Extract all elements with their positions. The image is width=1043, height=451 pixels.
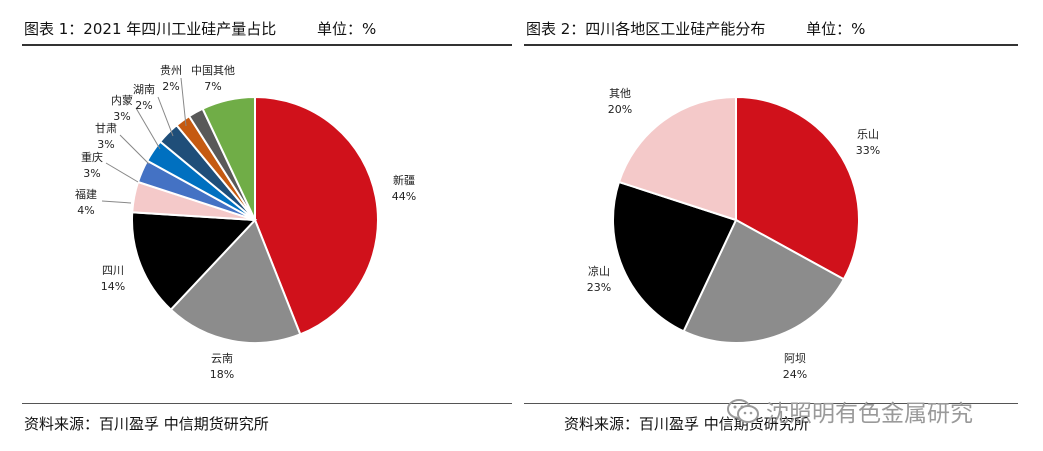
chart1-slice-1 xyxy=(169,218,302,344)
chart1-slice-value-1: 18% xyxy=(210,368,234,381)
chart1-slice-0 xyxy=(254,95,379,336)
chart1-slice-name-1: 云南 xyxy=(211,352,233,365)
chart1-slice-value-9: 7% xyxy=(204,80,221,93)
chart1-leader-line-6 xyxy=(135,107,161,150)
chart1-slice-2 xyxy=(131,211,258,312)
chart1-leader-line-8 xyxy=(180,77,187,127)
chart2-slice-3 xyxy=(617,95,737,222)
watermark: 沈照明有色金属研究 xyxy=(726,394,973,428)
chart2-top-rule xyxy=(524,44,1018,46)
chart2-unit: 单位：% xyxy=(806,20,866,38)
chart1-leader-line-3 xyxy=(101,200,132,204)
chart1-slice-value-6: 3% xyxy=(113,110,130,123)
chart2-slice-0 xyxy=(735,95,860,281)
chart2-pie: 乐山 33% 阿坝 24% 凉山 23% 其他 20% xyxy=(587,87,880,381)
chart1-leader-line-5 xyxy=(119,134,150,165)
chart1-slice-name-9: 中国其他 xyxy=(191,64,235,77)
chart1-slice-value-8: 2% xyxy=(162,80,179,93)
chart1-slice-name-6: 内蒙 xyxy=(111,93,133,107)
wechat-icon xyxy=(727,399,759,423)
chart2-slice-name-2: 凉山 xyxy=(588,264,610,278)
chart1-slice-name-5: 甘肃 xyxy=(95,122,117,135)
chart1-slice-name-0: 新疆 xyxy=(393,173,415,187)
chart1-slice-name-8: 贵州 xyxy=(160,64,182,77)
chart1-slice-name-4: 重庆 xyxy=(81,150,103,164)
chart1-title: 图表 1：2021 年四川工业硅产量占比 xyxy=(24,20,277,38)
chart1-slice-name-7: 湖南 xyxy=(133,83,155,96)
chart1-bottom-rule xyxy=(22,403,512,404)
chart1-leader-line-7 xyxy=(157,96,174,137)
chart1-slice-value-4: 3% xyxy=(83,167,100,180)
chart1-slice-name-2: 四川 xyxy=(102,264,124,277)
chart2-title-row: 图表 2：四川各地区工业硅产能分布 单位：% xyxy=(526,18,865,39)
watermark-text: 沈照明有色金属研究 xyxy=(766,401,973,427)
chart2-slice-name-3: 其他 xyxy=(609,87,631,100)
chart1-unit: 单位：% xyxy=(317,20,377,38)
chart2-slice-value-0: 33% xyxy=(856,144,880,157)
chart2-slice-name-0: 乐山 xyxy=(857,128,879,141)
chart2-slice-2 xyxy=(612,180,738,333)
chart1-slice-value-3: 4% xyxy=(77,204,94,217)
chart1-slice-value-7: 2% xyxy=(135,99,152,112)
chart2-slice-1 xyxy=(682,218,846,344)
chart2-bottom-rule xyxy=(524,403,1018,404)
chart1-slice-value-2: 14% xyxy=(101,280,125,293)
chart2-slice-name-1: 阿坝 xyxy=(784,351,806,365)
chart1-title-row: 图表 1：2021 年四川工业硅产量占比 单位：% xyxy=(24,18,376,39)
chart1-leader-line-4 xyxy=(105,162,139,183)
chart2-title: 图表 2：四川各地区工业硅产能分布 xyxy=(526,20,766,38)
chart2-slice-value-2: 23% xyxy=(587,281,611,294)
chart1-slice-value-0: 44% xyxy=(392,190,416,203)
chart1-slice-name-3: 福建 xyxy=(75,187,97,201)
chart1-top-rule xyxy=(22,44,512,46)
chart2-slice-value-3: 20% xyxy=(608,103,632,116)
chart2-slice-value-1: 24% xyxy=(783,368,807,381)
chart1-slice-9 xyxy=(201,95,256,221)
chart1-source: 资料来源：百川盈孚 中信期货研究所 xyxy=(24,415,269,433)
chart1-pie: 新疆44%云南18%四川14%福建4%重庆3%甘肃3%内蒙3%湖南2%贵州2%中… xyxy=(75,64,416,381)
chart1-slice-value-5: 3% xyxy=(97,138,114,151)
